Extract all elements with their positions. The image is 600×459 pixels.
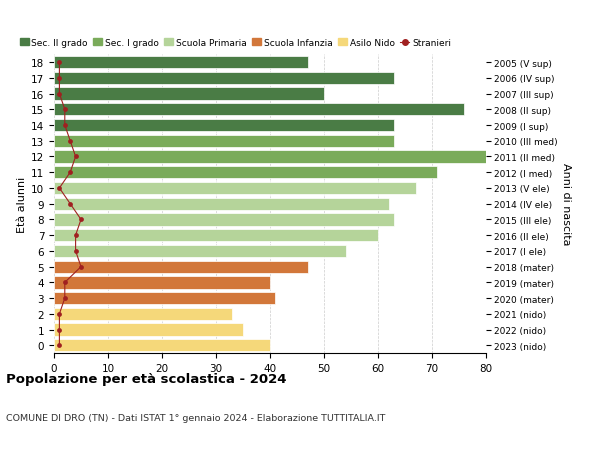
Bar [54, 120, 394, 132]
Point [60, 122, 70, 129]
Point [71, 248, 80, 255]
Point [65, 138, 75, 145]
Bar [54, 73, 394, 85]
Bar [54, 292, 275, 305]
Bar [54, 167, 437, 179]
Point [71, 153, 80, 161]
Point [60, 279, 70, 286]
Point [65, 201, 75, 208]
Point [71, 232, 80, 239]
Point [76, 263, 86, 271]
Y-axis label: Età alunni: Età alunni [17, 176, 27, 232]
Legend: Sec. II grado, Sec. I grado, Scuola Primaria, Scuola Infanzia, Asilo Nido, Stran: Sec. II grado, Sec. I grado, Scuola Prim… [20, 39, 451, 48]
Bar [54, 88, 324, 101]
Point [55, 342, 64, 349]
Bar [54, 230, 378, 242]
Bar [54, 340, 270, 352]
Point [65, 169, 75, 177]
Bar [54, 277, 270, 289]
Text: Popolazione per età scolastica - 2024: Popolazione per età scolastica - 2024 [6, 372, 287, 385]
Point [55, 185, 64, 192]
Y-axis label: Anni di nascita: Anni di nascita [561, 163, 571, 246]
Bar [54, 308, 232, 320]
Point [60, 106, 70, 114]
Point [55, 59, 64, 67]
Text: COMUNE DI DRO (TN) - Dati ISTAT 1° gennaio 2024 - Elaborazione TUTTITALIA.IT: COMUNE DI DRO (TN) - Dati ISTAT 1° genna… [6, 413, 385, 422]
Bar [54, 57, 308, 69]
Bar [54, 261, 308, 273]
Point [55, 326, 64, 334]
Point [60, 295, 70, 302]
Point [55, 91, 64, 98]
Bar [54, 151, 486, 163]
Bar [54, 214, 394, 226]
Point [76, 216, 86, 224]
Bar [54, 135, 394, 147]
Bar [54, 324, 243, 336]
Point [55, 75, 64, 82]
Bar [54, 104, 464, 116]
Bar [54, 198, 389, 210]
Point [55, 310, 64, 318]
Bar [54, 245, 346, 257]
Bar [54, 182, 416, 195]
